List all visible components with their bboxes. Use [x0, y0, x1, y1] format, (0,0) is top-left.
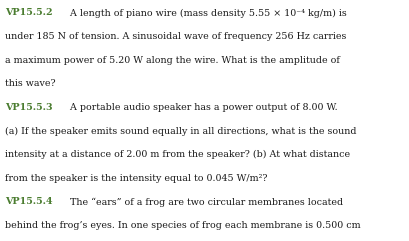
Text: VP15.5.3: VP15.5.3 — [5, 103, 53, 112]
Text: The “ears” of a frog are two circular membranes located: The “ears” of a frog are two circular me… — [67, 197, 343, 207]
Text: VP15.5.2: VP15.5.2 — [5, 8, 53, 17]
Text: behind the frog’s eyes. In one species of frog each membrane is 0.500 cm: behind the frog’s eyes. In one species o… — [5, 221, 361, 230]
Text: under 185 N of tension. A sinusoidal wave of frequency 256 Hz carries: under 185 N of tension. A sinusoidal wav… — [5, 32, 347, 41]
Text: intensity at a distance of 2.00 m from the speaker? (b) At what distance: intensity at a distance of 2.00 m from t… — [5, 150, 351, 159]
Text: from the speaker is the intensity equal to 0.045 W/m²?: from the speaker is the intensity equal … — [5, 174, 268, 183]
Text: a maximum power of 5.20 W along the wire. What is the amplitude of: a maximum power of 5.20 W along the wire… — [5, 56, 340, 65]
Text: this wave?: this wave? — [5, 79, 56, 88]
Text: A portable audio speaker has a power output of 8.00 W.: A portable audio speaker has a power out… — [67, 103, 337, 112]
Text: VP15.5.4: VP15.5.4 — [5, 197, 53, 206]
Text: A length of piano wire (mass density 5.55 × 10⁻⁴ kg/m) is: A length of piano wire (mass density 5.5… — [67, 8, 346, 18]
Text: (a) If the speaker emits sound equally in all directions, what is the sound: (a) If the speaker emits sound equally i… — [5, 127, 357, 136]
